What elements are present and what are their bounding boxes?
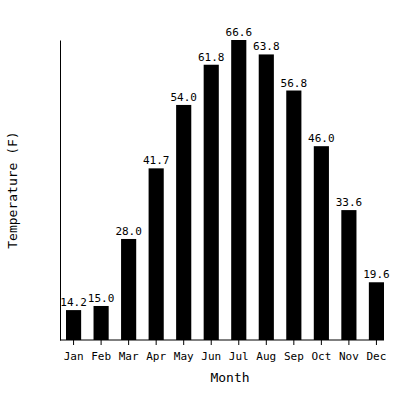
x-axis-line <box>60 340 384 341</box>
x-tick-label: Apr <box>146 350 166 363</box>
data-labels: 14.215.0 28.0 41.7 54.0 61.866.663.8 56.8 46.0… <box>60 26 389 309</box>
x-tick: Feb <box>91 340 111 363</box>
bar <box>66 310 81 340</box>
x-tick-label: Oct <box>311 350 331 363</box>
x-tick-mark <box>376 340 377 345</box>
bar <box>204 65 219 340</box>
bar <box>341 210 356 340</box>
chart-svg: 14.215.0 28.0 41.7 54.0 61.866.663.8 56.8 46.0… <box>0 0 400 400</box>
bar <box>259 54 274 340</box>
data-label: 66.6 <box>226 26 253 39</box>
bar <box>149 168 164 340</box>
data-label: 56.8 <box>281 77 308 90</box>
x-tick-mark <box>211 340 212 345</box>
x-tick: Jul <box>229 340 249 363</box>
x-tick-mark <box>156 340 157 345</box>
x-tick: Jan <box>64 340 84 363</box>
y-axis-line <box>60 41 61 341</box>
bar <box>369 282 384 340</box>
data-label: 28.0 <box>115 225 142 238</box>
x-tick-label: Dec <box>366 350 386 363</box>
bar <box>94 306 109 340</box>
x-tick-mark <box>321 340 322 345</box>
data-label: 33.6 <box>336 196 363 209</box>
x-tick: Sep <box>284 340 304 363</box>
x-tick: May <box>174 340 194 363</box>
x-tick: Aug <box>256 340 276 363</box>
data-label: 54.0 <box>170 91 197 104</box>
x-tick-label: Feb <box>91 350 111 363</box>
bar <box>286 91 301 340</box>
x-tick: Dec <box>366 340 386 363</box>
x-tick-mark <box>293 340 294 345</box>
x-tick-mark <box>348 340 349 345</box>
data-label: 14.2 <box>60 296 87 309</box>
bars <box>66 40 384 340</box>
x-tick: Oct <box>311 340 331 363</box>
bar <box>176 105 191 340</box>
x-tick-mark <box>128 340 129 345</box>
bar <box>231 40 246 340</box>
data-label: 15.0 <box>88 292 115 305</box>
x-tick-label: Mar <box>119 350 139 363</box>
data-label: 19.6 <box>363 268 390 281</box>
data-label: 41.7 <box>143 154 170 167</box>
x-tick-label: Sep <box>284 350 304 363</box>
x-tick: Jun <box>201 340 221 363</box>
y-axis-title: Temperature (F) <box>5 131 20 248</box>
x-tick-label: Aug <box>256 350 276 363</box>
x-tick: Mar <box>119 340 139 363</box>
x-tick-mark <box>101 340 102 345</box>
data-label: 61.8 <box>198 51 225 64</box>
x-tick-label: May <box>174 350 194 363</box>
x-tick-mark <box>183 340 184 345</box>
x-tick-mark <box>266 340 267 345</box>
x-tick-label: Jul <box>229 350 249 363</box>
x-tick-label: Jun <box>201 350 221 363</box>
x-tick-label: Nov <box>339 350 359 363</box>
x-axis-title: Month <box>210 370 249 385</box>
x-axis: Jan Feb Mar Apr May Jun Jul Aug Sep Oct Nov Dec <box>60 340 386 363</box>
x-tick: Nov <box>339 340 359 363</box>
bar <box>314 146 329 340</box>
x-tick-mark <box>238 340 239 345</box>
x-tick-label: Jan <box>64 350 84 363</box>
x-tick: Apr <box>146 340 166 363</box>
y-axis <box>60 41 61 341</box>
data-label: 63.8 <box>253 40 280 53</box>
x-tick-mark <box>73 340 74 345</box>
chart-container: 14.215.0 28.0 41.7 54.0 61.866.663.8 56.8 46.0… <box>0 0 400 400</box>
data-label: 46.0 <box>308 132 335 145</box>
bar <box>121 239 136 340</box>
